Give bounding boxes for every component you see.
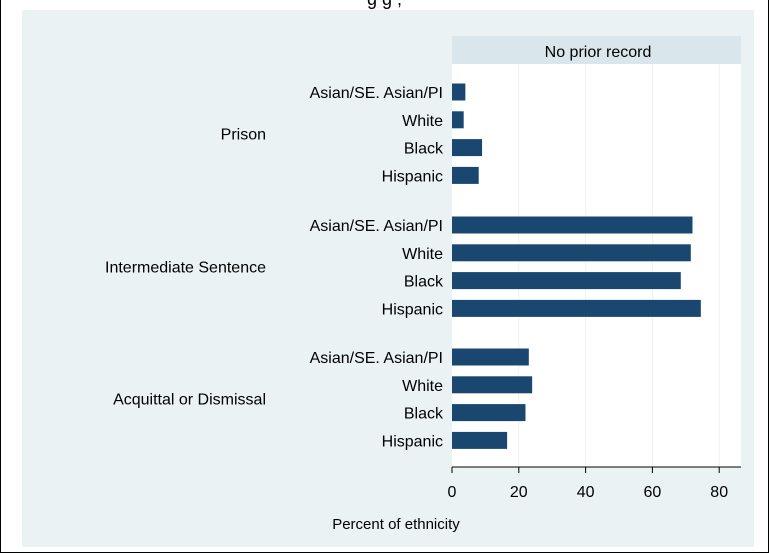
bar [452,348,529,366]
bar [452,299,701,317]
bar [452,431,508,449]
x-tick-label: 80 [710,484,728,501]
category-label: Black [404,274,444,291]
bar [452,216,693,234]
grid [518,64,720,467]
bar [452,83,466,101]
panel-title: No prior record [545,44,652,61]
category-label: Asian/SE. Asian/PI [310,218,443,235]
category-label: White [402,378,443,395]
category-label: Black [404,141,444,158]
x-tick-label: 0 [448,484,457,501]
x-axis-ticks: 0 20 40 60 80 [448,467,728,501]
group-label: Intermediate Sentence [105,260,266,277]
x-tick-label: 60 [644,484,662,501]
x-axis-label: Percent of ethnicity [332,516,460,533]
category-label: White [402,113,443,130]
group-label: Prison [221,127,266,144]
bar [452,272,681,290]
category-label: Black [404,406,444,423]
bar [452,244,691,262]
category-label: Asian/SE. Asian/PI [310,85,443,102]
bar [452,139,483,157]
category-label: Hispanic [382,433,443,450]
category-label: Asian/SE. Asian/PI [310,350,443,367]
x-tick-label: 40 [577,484,595,501]
category-label: White [402,246,443,263]
bar [452,111,464,129]
bars [452,83,701,449]
bar [452,404,526,422]
group-label: Acquittal or Dismissal [113,392,266,409]
category-labels: Prison Asian/SE. Asian/PI White Black Hispan… [105,85,444,450]
category-label: Hispanic [382,168,443,185]
category-label: Hispanic [382,301,443,318]
bar [452,166,479,184]
bar [452,376,533,394]
plot-area [452,64,741,467]
panel-header [452,36,741,64]
chart-title-fragment: g g , [0,0,769,10]
x-tick-label: 20 [510,484,528,501]
